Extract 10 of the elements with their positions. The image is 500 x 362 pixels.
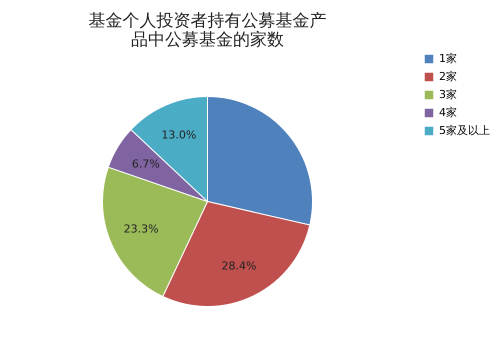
- data-label: 6.7%: [132, 157, 160, 170]
- data-label: 13.0%: [161, 128, 196, 142]
- legend-label: 5家及以上: [439, 124, 490, 137]
- legend-label: 1家: [439, 52, 457, 65]
- data-label: 23.3%: [124, 222, 159, 236]
- chart-title: 基金个人投资者持有公募基金产品中公募基金的家数: [88, 11, 326, 50]
- data-label: 28.4%: [221, 259, 256, 272]
- legend-label: 3家: [439, 88, 457, 101]
- legend-label: 2家: [439, 70, 457, 83]
- legend-label: 4家: [439, 106, 457, 119]
